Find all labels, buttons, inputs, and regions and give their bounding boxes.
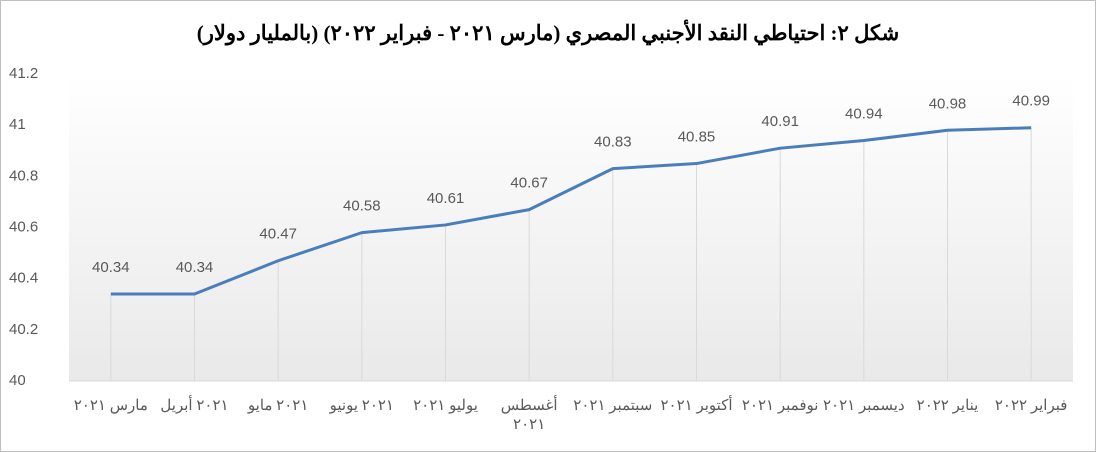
data-label: 40.99 <box>1012 93 1050 110</box>
y-tick-label: 40.8 <box>9 167 38 184</box>
data-label: 40.58 <box>343 198 381 215</box>
data-label: 40.34 <box>92 259 130 276</box>
chart-title: شكل ٢: احتياطي النقد الأجنبي المصري (مار… <box>197 19 899 46</box>
x-tick-label: مارس ٢٠٢١ <box>73 398 148 414</box>
x-tick-label: ديسمبر ٢٠٢١ <box>822 398 905 414</box>
x-tick-label: أكتوبر ٢٠٢١ <box>660 398 733 414</box>
x-tick-label: أغسطس ٢٠٢١ <box>500 398 558 433</box>
y-tick-label: 41.2 <box>9 65 38 82</box>
x-tick-label: ٢٠٢١ أبريل <box>160 398 229 414</box>
data-label: 40.85 <box>678 129 716 146</box>
x-tick-label: سبتمبر ٢٠٢١ <box>573 398 653 414</box>
data-line <box>110 126 1032 296</box>
y-tick-label: 40.4 <box>9 270 38 287</box>
x-tick-label: ٢٠٢١ مايو <box>247 398 309 414</box>
data-label: 40.91 <box>761 113 799 130</box>
y-tick-label: 40.2 <box>9 321 38 338</box>
data-label: 40.34 <box>176 259 214 276</box>
data-label: 40.83 <box>594 134 632 151</box>
x-tick-label: نوفمبر ٢٠٢١ <box>741 398 819 414</box>
x-tick-label: يناير ٢٠٢٢ <box>916 398 979 414</box>
y-tick-label: 41 <box>9 116 26 133</box>
x-tick-label: فبراير ٢٠٢٢ <box>994 398 1068 414</box>
x-tick-label: ٢٠٢١ يونيو <box>329 398 394 414</box>
y-tick-label: 40.6 <box>9 218 38 235</box>
data-label: 40.98 <box>929 95 967 112</box>
data-label: 40.61 <box>427 190 465 207</box>
x-tick-label: يوليو ٢٠٢١ <box>413 398 478 414</box>
y-tick-label: 40 <box>9 372 26 389</box>
plot-background <box>69 74 1073 381</box>
data-label: 40.47 <box>259 226 297 243</box>
data-label: 40.94 <box>845 105 883 122</box>
data-label: 40.67 <box>510 175 548 192</box>
